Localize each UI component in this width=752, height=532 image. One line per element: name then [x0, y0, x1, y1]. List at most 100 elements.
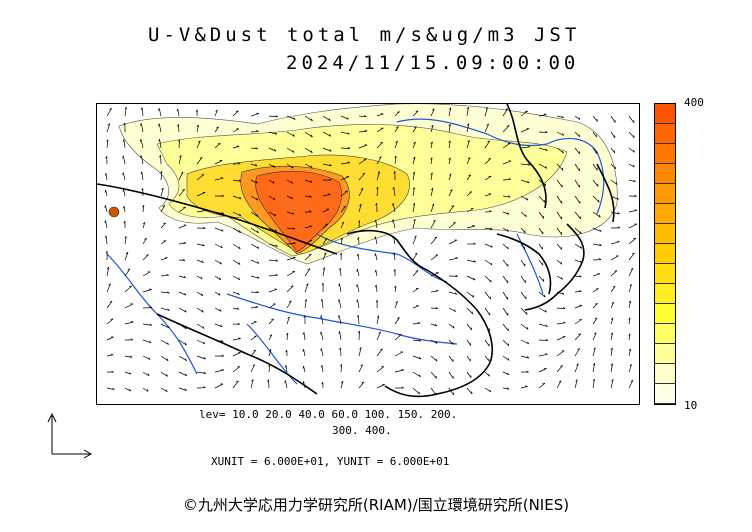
wind-vector — [160, 240, 167, 245]
wind-vector — [339, 331, 342, 341]
wind-vector-head — [255, 305, 259, 308]
wind-vector — [448, 107, 452, 117]
wind-vector — [430, 124, 434, 133]
wind-vector-head — [395, 140, 398, 143]
wind-vector-head — [341, 221, 345, 224]
wind-vector — [304, 163, 313, 169]
wind-vector — [105, 220, 108, 229]
wind-vector — [430, 172, 433, 181]
wind-vector — [448, 173, 452, 181]
wind-vector — [158, 108, 162, 117]
wind-vector-head — [140, 123, 142, 126]
wind-vector-head — [419, 356, 422, 360]
wind-vector-head — [184, 326, 187, 330]
wind-vector-head — [127, 268, 131, 271]
wind-vector-head — [195, 109, 198, 113]
wind-vector-head — [267, 379, 269, 383]
wind-vector — [160, 371, 168, 377]
wind-vector — [430, 387, 437, 396]
wind-vector-head — [629, 364, 632, 367]
wind-vector-head — [340, 381, 344, 384]
wind-vector — [250, 364, 256, 373]
wind-vector-head — [359, 203, 362, 207]
wind-vector — [338, 315, 342, 325]
wind-vector — [430, 355, 438, 362]
wind-vector — [196, 210, 206, 213]
wind-vector — [106, 354, 114, 357]
wind-vector — [178, 291, 187, 296]
wind-vector — [574, 227, 582, 235]
wind-vector-head — [236, 145, 240, 147]
wind-vector — [376, 113, 384, 117]
wind-vector — [196, 323, 205, 329]
wind-vector — [105, 235, 108, 245]
wind-vector-head — [123, 220, 126, 224]
wind-vector-head — [505, 108, 508, 111]
wind-vector — [538, 227, 544, 235]
wind-vector-head — [471, 311, 474, 315]
wind-vector — [412, 270, 419, 277]
wind-vector-head — [634, 209, 638, 211]
wind-vector — [574, 333, 582, 341]
wind-vector — [592, 195, 600, 203]
wind-vector — [232, 352, 241, 357]
wind-vector — [250, 379, 254, 389]
wind-vector — [106, 108, 112, 117]
wind-vector-head — [236, 380, 239, 383]
wind-vector-head — [196, 124, 199, 128]
wind-vector-head — [105, 156, 108, 159]
wind-vector-head — [303, 315, 306, 318]
wind-vector-head — [337, 299, 340, 302]
wind-vector-head — [453, 222, 456, 224]
wind-vector — [358, 188, 364, 197]
wind-vector — [339, 268, 342, 277]
wind-vector — [105, 173, 108, 181]
wind-vector-head — [452, 325, 455, 329]
colorbar-segment — [655, 184, 675, 204]
wind-vector — [628, 317, 631, 325]
wind-vector — [538, 275, 545, 282]
wind-vector-head — [221, 211, 225, 215]
wind-vector-head — [614, 166, 617, 169]
wind-vector-head — [284, 365, 287, 368]
wind-vector — [394, 317, 400, 325]
wind-vector-head — [611, 301, 615, 304]
wind-vector — [303, 349, 306, 357]
wind-vector — [484, 107, 488, 117]
wind-vector-head — [275, 115, 278, 118]
wind-vector-head — [454, 309, 456, 312]
wind-vector-head — [284, 380, 286, 383]
wind-vector — [303, 366, 306, 373]
wind-vector-head — [377, 171, 380, 174]
wind-vector-head — [375, 299, 378, 303]
wind-vector-head — [203, 386, 206, 389]
wind-vector-head — [177, 123, 179, 127]
wind-vector — [160, 154, 162, 165]
copyright-notice: ©九州大学応用力学研究所(RIAM)/国立環境研究所(NIES) — [182, 496, 570, 514]
wind-vector-head — [320, 315, 322, 318]
wind-vector-head — [435, 306, 438, 309]
wind-vector — [556, 380, 562, 389]
wind-vector — [214, 307, 222, 312]
wind-vector-head — [105, 251, 108, 254]
wind-vector-head — [310, 180, 313, 183]
wind-vector — [484, 193, 492, 197]
wind-vector — [268, 259, 278, 262]
wind-vector — [214, 227, 224, 232]
wind-vector — [592, 347, 596, 357]
wind-vector — [196, 371, 206, 374]
wind-vector-head — [374, 269, 377, 273]
wind-vector-head — [338, 331, 340, 334]
wind-vector-head — [435, 358, 438, 362]
wind-vector — [610, 131, 616, 139]
wind-vector-head — [392, 252, 395, 256]
wind-vector — [574, 259, 582, 264]
wind-vector — [628, 380, 634, 389]
wind-vector-head — [597, 272, 601, 275]
wind-vector — [286, 243, 296, 245]
wind-vector-head — [412, 187, 415, 190]
wind-vector — [502, 275, 509, 284]
wind-vector — [304, 268, 311, 277]
wind-vector — [178, 155, 182, 165]
wind-vector — [430, 236, 438, 245]
